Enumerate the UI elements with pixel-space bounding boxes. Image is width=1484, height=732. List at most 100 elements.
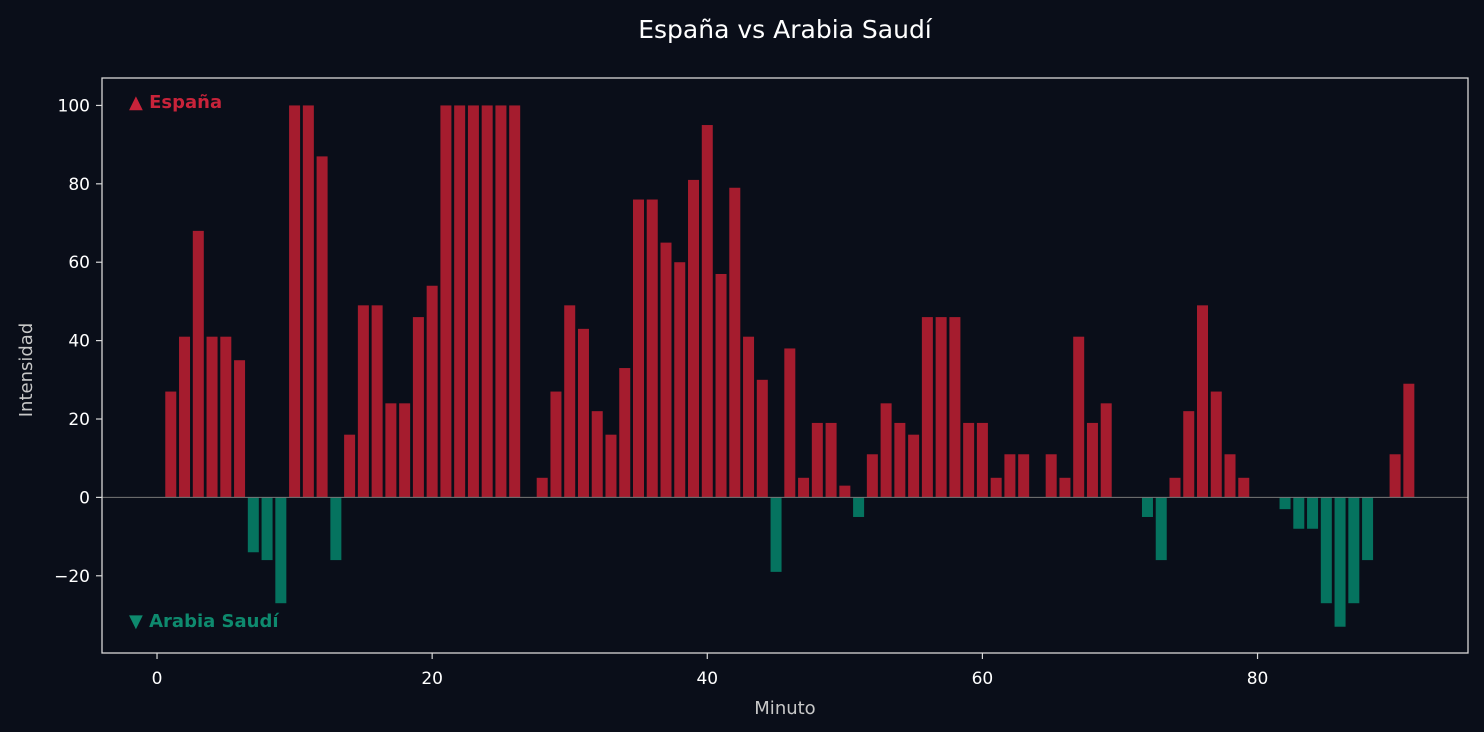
bar-minute-33: [605, 434, 617, 498]
bar-minute-67: [1073, 336, 1085, 498]
bar-minute-16: [371, 305, 383, 498]
bar-minute-10: [289, 105, 301, 498]
legend-espana: ▲ España: [129, 92, 222, 113]
bar-minute-56: [921, 317, 933, 498]
bar-minute-65: [1045, 454, 1057, 498]
bar-minute-35: [632, 199, 644, 498]
bar-minute-13: [330, 497, 342, 561]
bar-minute-5: [220, 336, 232, 498]
bar-minute-59: [963, 422, 975, 498]
bar-minute-82: [1279, 497, 1291, 510]
y-tick-label: 60: [68, 253, 90, 273]
y-tick-label: 80: [68, 175, 90, 195]
x-tick-label: 60: [972, 669, 994, 689]
bar-minute-78: [1224, 454, 1236, 498]
bar-minute-88: [1362, 497, 1374, 561]
bar-minute-69: [1100, 403, 1112, 498]
bar-minute-29: [550, 391, 562, 498]
bar-minute-9: [275, 497, 287, 604]
bar-minute-18: [399, 403, 411, 498]
bar-minute-72: [1141, 497, 1153, 517]
bar-minute-41: [715, 273, 727, 498]
y-tick-label: 40: [68, 332, 90, 352]
bar-minute-42: [729, 187, 741, 498]
bar-minute-63: [1018, 454, 1030, 498]
bar-minute-30: [564, 305, 576, 498]
bar-minute-34: [619, 368, 631, 498]
bar-minute-23: [467, 105, 479, 498]
bar-minute-50: [839, 485, 851, 498]
bar-minute-60: [976, 422, 988, 498]
bar-minute-28: [536, 477, 548, 498]
bar-minute-21: [440, 105, 452, 498]
bar-minute-76: [1197, 305, 1209, 498]
bar-minute-22: [454, 105, 466, 498]
x-axis: 0 20 40 60 80: [152, 653, 1269, 689]
bar-minute-44: [756, 379, 768, 498]
y-axis: −20 0 20 40 60 80 100: [54, 96, 102, 587]
bar-minute-37: [660, 242, 672, 498]
bar-minute-46: [784, 348, 796, 498]
bar-minute-39: [688, 179, 700, 498]
bar-minute-52: [866, 454, 878, 498]
bar-minute-26: [509, 105, 521, 498]
bars-group: [165, 105, 1415, 627]
legend-arabia-saudi: ▼ Arabia Saudí: [129, 611, 279, 632]
bar-minute-68: [1086, 422, 1098, 498]
bar-minute-3: [192, 230, 204, 498]
bar-minute-53: [880, 403, 892, 498]
bar-minute-61: [990, 477, 1002, 498]
bar-minute-32: [591, 411, 603, 498]
bar-minute-1: [165, 391, 177, 498]
bar-minute-75: [1183, 411, 1195, 498]
bar-minute-6: [234, 360, 246, 498]
plot-frame: [101, 77, 1469, 654]
bar-minute-14: [344, 434, 356, 498]
bar-minute-91: [1403, 383, 1415, 498]
bar-minute-31: [577, 328, 589, 498]
bar-minute-86: [1334, 497, 1346, 627]
bar-minute-45: [770, 497, 782, 572]
bar-minute-62: [1004, 454, 1016, 498]
x-tick-label: 40: [696, 669, 718, 689]
bar-minute-58: [949, 317, 961, 498]
bar-minute-4: [206, 336, 218, 498]
bar-minute-57: [935, 317, 947, 498]
bar-minute-24: [481, 105, 493, 498]
bar-minute-8: [261, 497, 273, 561]
y-tick-label: −20: [54, 567, 90, 587]
chart-title: España vs Arabia Saudí: [638, 15, 933, 44]
bar-minute-15: [357, 305, 369, 498]
y-axis-label: Intensidad: [16, 323, 37, 418]
bar-minute-36: [646, 199, 658, 498]
bar-minute-66: [1059, 477, 1071, 498]
bar-minute-54: [894, 422, 906, 498]
bar-minute-40: [701, 125, 713, 498]
bar-minute-19: [412, 317, 424, 498]
bar-minute-20: [426, 285, 438, 498]
bar-minute-51: [853, 497, 865, 517]
bar-minute-79: [1238, 477, 1250, 498]
bar-minute-38: [674, 262, 686, 498]
bar-minute-11: [302, 105, 314, 498]
bar-minute-17: [385, 403, 397, 498]
bar-minute-25: [495, 105, 507, 498]
bar-minute-12: [316, 156, 328, 498]
y-tick-label: 0: [79, 488, 90, 508]
bar-minute-74: [1169, 477, 1181, 498]
bar-minute-73: [1155, 497, 1167, 561]
bar-minute-48: [811, 422, 823, 498]
bar-minute-85: [1320, 497, 1332, 604]
bar-minute-49: [825, 422, 837, 498]
bar-minute-77: [1210, 391, 1222, 498]
bar-minute-83: [1293, 497, 1305, 529]
y-tick-label: 100: [58, 96, 90, 116]
y-tick-label: 20: [68, 410, 90, 430]
bar-minute-87: [1348, 497, 1360, 604]
x-tick-label: 80: [1247, 669, 1269, 689]
bar-minute-43: [743, 336, 755, 498]
bar-minute-2: [179, 336, 191, 498]
bar-minute-47: [798, 477, 810, 498]
